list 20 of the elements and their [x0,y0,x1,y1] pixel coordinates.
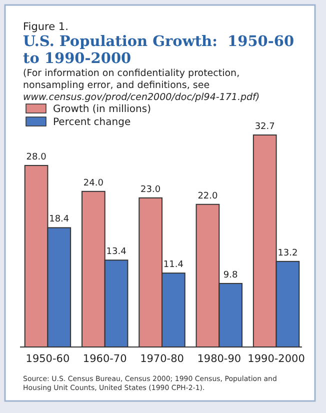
x-tick-label: 1950-60 [26,353,70,365]
caption: Figure 1. [23,21,68,33]
data-label: 9.8 [223,270,238,280]
data-label: 28.0 [26,152,47,162]
chart-title: U.S. Population Growth: 1950-60 to 1990-2000 [23,33,294,67]
data-label: 11.4 [163,260,184,270]
data-label: 13.4 [106,247,127,258]
data-label: 23.0 [140,184,161,195]
data-label: 24.0 [83,178,104,188]
x-tick-label: 1960-70 [82,353,127,365]
legend-label: Growth (in millions) [53,104,152,115]
data-label: 13.2 [278,248,298,258]
legend-label: Percent change [53,117,131,128]
data-label: 18.4 [49,214,70,225]
x-tick-label: 1980-90 [197,353,242,365]
data-label: 32.7 [254,122,275,132]
x-tick-label: 1970-80 [140,353,184,365]
x-tick-label: 1990-2000 [248,353,305,365]
data-label: 22.0 [198,191,218,202]
chart-subtitle: (For information on confidentiality protection, nonsampling error, and definitions, see www.census.gov/prod/cen2000/doc/pl94-171.pdf) [23,68,260,103]
